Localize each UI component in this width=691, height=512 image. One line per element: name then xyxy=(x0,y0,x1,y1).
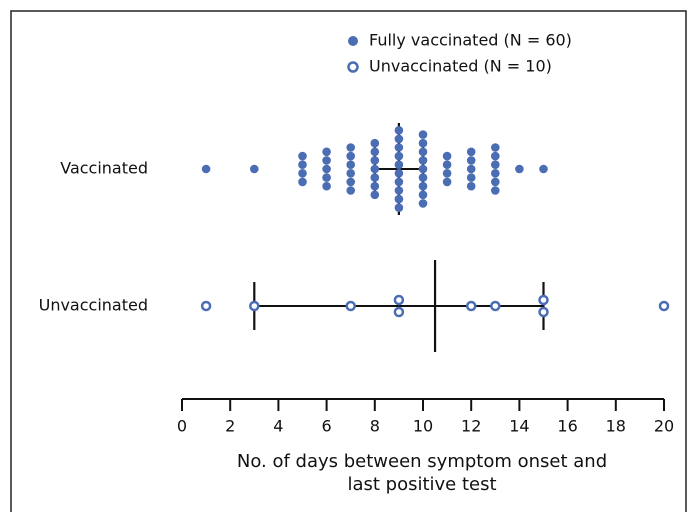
dot xyxy=(394,126,404,135)
dot xyxy=(322,164,331,174)
dot xyxy=(370,181,380,191)
dot xyxy=(442,151,452,161)
dot xyxy=(393,294,405,306)
dot xyxy=(298,160,307,169)
dot xyxy=(465,300,477,312)
x-tick-label: 18 xyxy=(606,417,626,436)
dot xyxy=(249,300,260,312)
x-tick-label: 4 xyxy=(273,417,283,436)
x-tick-label: 16 xyxy=(557,417,577,436)
dot xyxy=(418,130,428,139)
dot xyxy=(346,169,356,178)
x-tick-label: 8 xyxy=(370,417,380,436)
dot xyxy=(538,306,549,318)
dot xyxy=(370,190,380,200)
dot xyxy=(418,147,428,157)
dot xyxy=(298,177,307,187)
dot xyxy=(346,186,356,195)
dot xyxy=(346,177,356,187)
dot xyxy=(346,151,356,161)
dot xyxy=(466,181,476,191)
dot xyxy=(442,169,452,178)
dot xyxy=(370,156,380,165)
dot xyxy=(394,169,404,178)
dot xyxy=(491,160,500,169)
dot xyxy=(370,164,380,174)
dot xyxy=(418,190,428,200)
dot xyxy=(442,177,452,187)
x-tick-label: 12 xyxy=(461,417,481,436)
dot xyxy=(393,306,405,318)
dot xyxy=(515,164,524,174)
dot xyxy=(418,138,428,148)
dot xyxy=(394,134,404,144)
dot xyxy=(490,300,501,312)
dot xyxy=(370,138,380,148)
dot xyxy=(394,194,404,204)
category-label: Vaccinated xyxy=(60,159,148,178)
dot xyxy=(346,160,356,169)
x-tick-label: 6 xyxy=(322,417,332,436)
dot xyxy=(394,160,404,169)
dot xyxy=(539,164,548,174)
legend-marker xyxy=(348,36,358,46)
dot xyxy=(466,164,476,174)
dot xyxy=(298,169,307,178)
dot xyxy=(298,151,307,161)
dot xyxy=(418,181,428,191)
dot xyxy=(322,181,331,191)
dot xyxy=(491,151,500,161)
frame xyxy=(10,10,687,512)
dot xyxy=(345,300,356,312)
dot xyxy=(658,300,670,312)
dot xyxy=(491,177,500,187)
dot xyxy=(346,143,356,152)
dot xyxy=(200,300,212,312)
dot xyxy=(322,173,331,182)
dot xyxy=(250,164,259,174)
dot xyxy=(370,147,380,157)
dot xyxy=(370,173,380,182)
category-label: Unvaccinated xyxy=(39,296,148,315)
dot xyxy=(491,169,500,178)
legend-label: Fully vaccinated (N = 60) xyxy=(369,31,572,50)
x-tick-label: 0 xyxy=(177,417,187,436)
dot xyxy=(394,186,404,195)
dot xyxy=(538,294,549,306)
dot xyxy=(418,156,428,165)
x-tick-label: 20 xyxy=(654,417,674,436)
dot xyxy=(442,160,452,169)
x-tick-label: 2 xyxy=(225,417,235,436)
dot xyxy=(418,173,428,182)
dot xyxy=(491,186,500,195)
dot xyxy=(491,143,500,152)
x-tick-label: 10 xyxy=(413,417,433,436)
dot xyxy=(394,203,404,212)
dot xyxy=(466,156,476,165)
dot xyxy=(394,151,404,161)
dot xyxy=(394,143,404,152)
dot xyxy=(418,164,428,174)
dot xyxy=(322,147,331,157)
legend-label: Unvaccinated (N = 10) xyxy=(369,57,552,76)
legend-marker xyxy=(347,61,359,73)
dot xyxy=(466,147,476,157)
dot xyxy=(201,164,211,174)
x-axis-label: No. of days between symptom onset and la… xyxy=(236,451,608,495)
dot xyxy=(418,199,428,208)
dot xyxy=(322,156,331,165)
dot xyxy=(466,173,476,182)
x-tick-label: 14 xyxy=(509,417,529,436)
dot xyxy=(394,177,404,187)
